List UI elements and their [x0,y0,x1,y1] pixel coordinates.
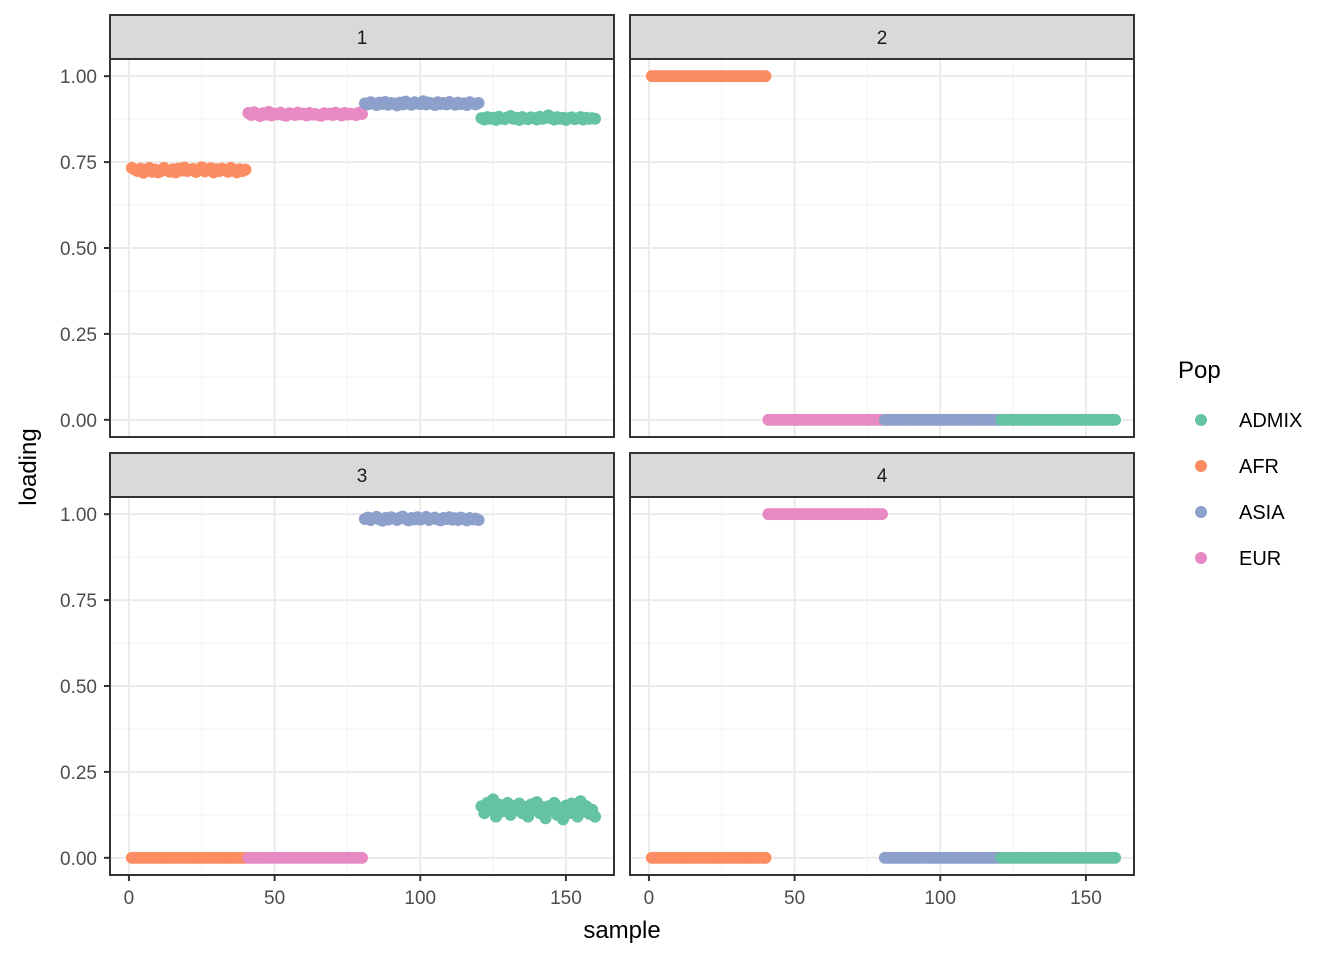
series-admix [475,793,602,826]
series-afr [125,161,252,179]
facet-strip-label: 1 [357,28,368,49]
y-tick-label: 0.75 [60,591,97,612]
facet-strip [629,14,1135,60]
x-tick-label: 100 [924,888,956,909]
facet-strip-label: 4 [877,466,888,487]
legend-label: ADMIX [1239,410,1302,432]
facet-strip-label: 2 [877,28,888,49]
legend-item-eur: EUR [1195,548,1281,570]
facet-strip [109,452,615,498]
x-tick-label: 50 [264,888,285,909]
y-tick-label: 0.50 [60,239,97,260]
point [356,107,368,120]
series-admix [995,851,1122,864]
legend-items: ADMIX AFR ASIA EUR [1195,410,1302,570]
series-eur [762,413,888,426]
series-eur [242,851,368,864]
point [589,810,602,823]
legend-item-admix: ADMIX [1195,410,1302,432]
legend-key [1195,506,1207,518]
legend-key [1195,552,1207,564]
facet-panel-1: 1 [109,14,615,438]
legend-item-afr: AFR [1195,456,1279,478]
point [759,70,772,83]
x-tick-label: 100 [404,888,436,909]
y-tick-label: 0.25 [60,325,97,346]
y-tick-label: 0.75 [60,153,97,174]
point [239,163,252,176]
y-tick-label: 1.00 [60,505,97,526]
point [356,851,368,864]
x-tick-label: 0 [644,888,655,909]
series-asia [878,851,1005,864]
x-tick-label: 150 [550,888,582,909]
legend-key [1195,460,1207,472]
series-eur [762,508,888,521]
y-tick-label: 0.00 [60,849,97,870]
y-tick-label: 0.25 [60,763,97,784]
y-tick-label: 0.50 [60,677,97,698]
facet-strip [629,452,1135,498]
series-admix [475,109,602,126]
series-afr [645,851,772,864]
y-tick-label: 1.00 [60,67,97,88]
x-axis-title: sample [583,917,660,944]
series-asia [358,510,485,527]
point [589,112,602,125]
facet-panels: 1 2 3 4 [109,14,1135,876]
legend: Pop ADMIX AFR ASIA EUR [1178,357,1302,570]
series-asia [878,413,1005,426]
legend-label: EUR [1239,548,1281,570]
point [759,851,772,864]
facet-panel-2: 2 [629,14,1135,438]
legend-title: Pop [1178,357,1221,384]
point [472,514,485,527]
series-afr [125,851,252,864]
facet-panel-4: 4 [629,452,1135,876]
y-tick-label: 0.00 [60,411,97,432]
series-admix [995,413,1122,426]
facet-panel-3: 3 [109,452,615,876]
legend-label: ASIA [1239,502,1285,524]
point [472,96,485,109]
series-asia [358,95,485,112]
series-afr [645,70,772,83]
y-axis-title: loading [15,428,42,505]
point [876,508,888,521]
facet-strip [109,14,615,60]
point [1109,413,1122,426]
point [1109,851,1122,864]
x-tick-label: 0 [124,888,135,909]
x-tick-label: 50 [784,888,805,909]
legend-item-asia: ASIA [1195,502,1285,524]
y-axes: 0.00 0.25 0.50 0.75 1.00 0.00 0.25 0.50 0.75 1.00 [60,67,110,870]
legend-key [1195,414,1207,426]
legend-label: AFR [1239,456,1279,478]
facet-strip-label: 3 [357,466,368,487]
series-eur [242,105,368,123]
x-tick-label: 150 [1070,888,1102,909]
x-axes: 0 50 100 150 0 50 100 150 [124,875,1102,909]
